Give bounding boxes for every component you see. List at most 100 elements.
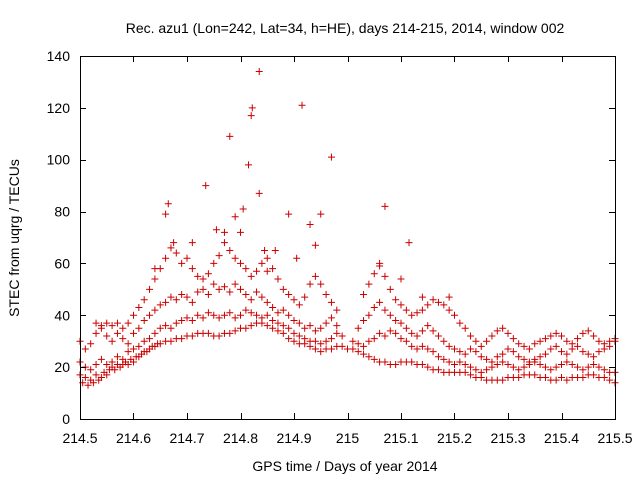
data-point — [451, 311, 458, 319]
data-points — [76, 68, 619, 389]
data-point — [162, 210, 170, 218]
data-point — [504, 361, 512, 369]
data-point — [429, 296, 437, 304]
data-point — [472, 337, 480, 345]
data-point — [509, 348, 517, 356]
data-point — [210, 259, 218, 267]
data-point — [247, 322, 255, 330]
data-point — [413, 332, 421, 340]
data-point — [220, 228, 228, 236]
data-point — [285, 210, 293, 218]
data-point — [354, 348, 362, 356]
data-point — [376, 262, 384, 270]
data-point — [424, 322, 432, 330]
data-point — [130, 345, 137, 353]
data-point — [461, 350, 469, 358]
data-point — [451, 345, 458, 353]
data-point — [146, 311, 154, 319]
data-point — [370, 355, 378, 363]
data-point — [568, 361, 576, 369]
data-point — [590, 332, 598, 340]
data-point — [164, 200, 172, 208]
x-tick-label: 214.9 — [276, 430, 311, 446]
data-point — [590, 361, 598, 369]
data-point — [370, 335, 378, 343]
data-point — [247, 296, 255, 304]
x-tick-label: 214.5 — [62, 430, 97, 446]
data-point — [405, 239, 413, 247]
data-point — [509, 335, 517, 343]
data-point — [87, 340, 95, 348]
data-point — [188, 298, 196, 306]
data-point — [199, 275, 207, 283]
data-point — [327, 314, 335, 322]
data-point — [172, 319, 180, 327]
data-point — [493, 353, 501, 361]
data-point — [440, 355, 448, 363]
data-point — [274, 319, 282, 327]
x-axis-label: GPS time / Days of year 2014 — [252, 458, 437, 474]
data-point — [188, 332, 196, 340]
y-tick-label: 20 — [54, 359, 70, 375]
data-point — [306, 322, 314, 330]
data-point — [520, 342, 528, 350]
data-point — [579, 366, 587, 374]
data-point — [89, 379, 97, 387]
data-point — [215, 332, 223, 340]
data-point — [194, 272, 202, 280]
data-point — [381, 332, 389, 340]
data-point — [226, 309, 234, 317]
data-point — [204, 291, 212, 299]
data-point — [541, 374, 549, 382]
data-point — [311, 272, 319, 280]
data-point — [558, 374, 565, 382]
data-point — [247, 309, 255, 317]
y-tick-label: 40 — [54, 307, 70, 323]
data-point — [263, 322, 271, 330]
data-point — [360, 342, 368, 350]
x-tick-label: 215.5 — [597, 430, 632, 446]
data-point — [434, 353, 442, 361]
x-tick-label: 215.4 — [544, 430, 579, 446]
data-point — [434, 366, 442, 374]
data-point — [301, 324, 309, 332]
data-point — [386, 311, 394, 319]
data-point — [483, 366, 491, 374]
data-point — [541, 335, 549, 343]
data-point — [253, 267, 261, 275]
data-point — [327, 298, 335, 306]
data-point — [113, 353, 121, 361]
data-point — [274, 275, 282, 283]
data-point — [237, 228, 244, 236]
data-point — [170, 239, 178, 247]
data-point — [563, 376, 571, 384]
data-point — [92, 329, 100, 337]
data-point — [413, 309, 421, 317]
data-point — [595, 348, 603, 356]
data-point — [424, 301, 432, 309]
data-point — [279, 306, 287, 314]
y-tick-label: 0 — [62, 411, 70, 427]
data-point — [552, 342, 560, 350]
data-point — [285, 335, 293, 343]
y-axis-label: STEC from uqrg / TECUs — [6, 159, 22, 317]
data-point — [424, 345, 432, 353]
data-point — [584, 327, 592, 335]
data-point — [579, 329, 587, 337]
data-point — [499, 358, 507, 366]
data-point — [311, 337, 319, 345]
data-point — [472, 348, 480, 356]
data-point — [261, 246, 269, 254]
data-point — [204, 309, 212, 317]
data-point — [108, 322, 116, 330]
data-point — [178, 335, 186, 343]
data-point — [429, 348, 437, 356]
data-point — [408, 329, 416, 337]
data-point — [81, 345, 89, 353]
data-point — [483, 355, 491, 363]
data-point — [162, 322, 170, 330]
data-point — [461, 324, 469, 332]
data-point — [167, 244, 175, 252]
data-point — [212, 226, 220, 234]
data-point — [461, 361, 469, 369]
